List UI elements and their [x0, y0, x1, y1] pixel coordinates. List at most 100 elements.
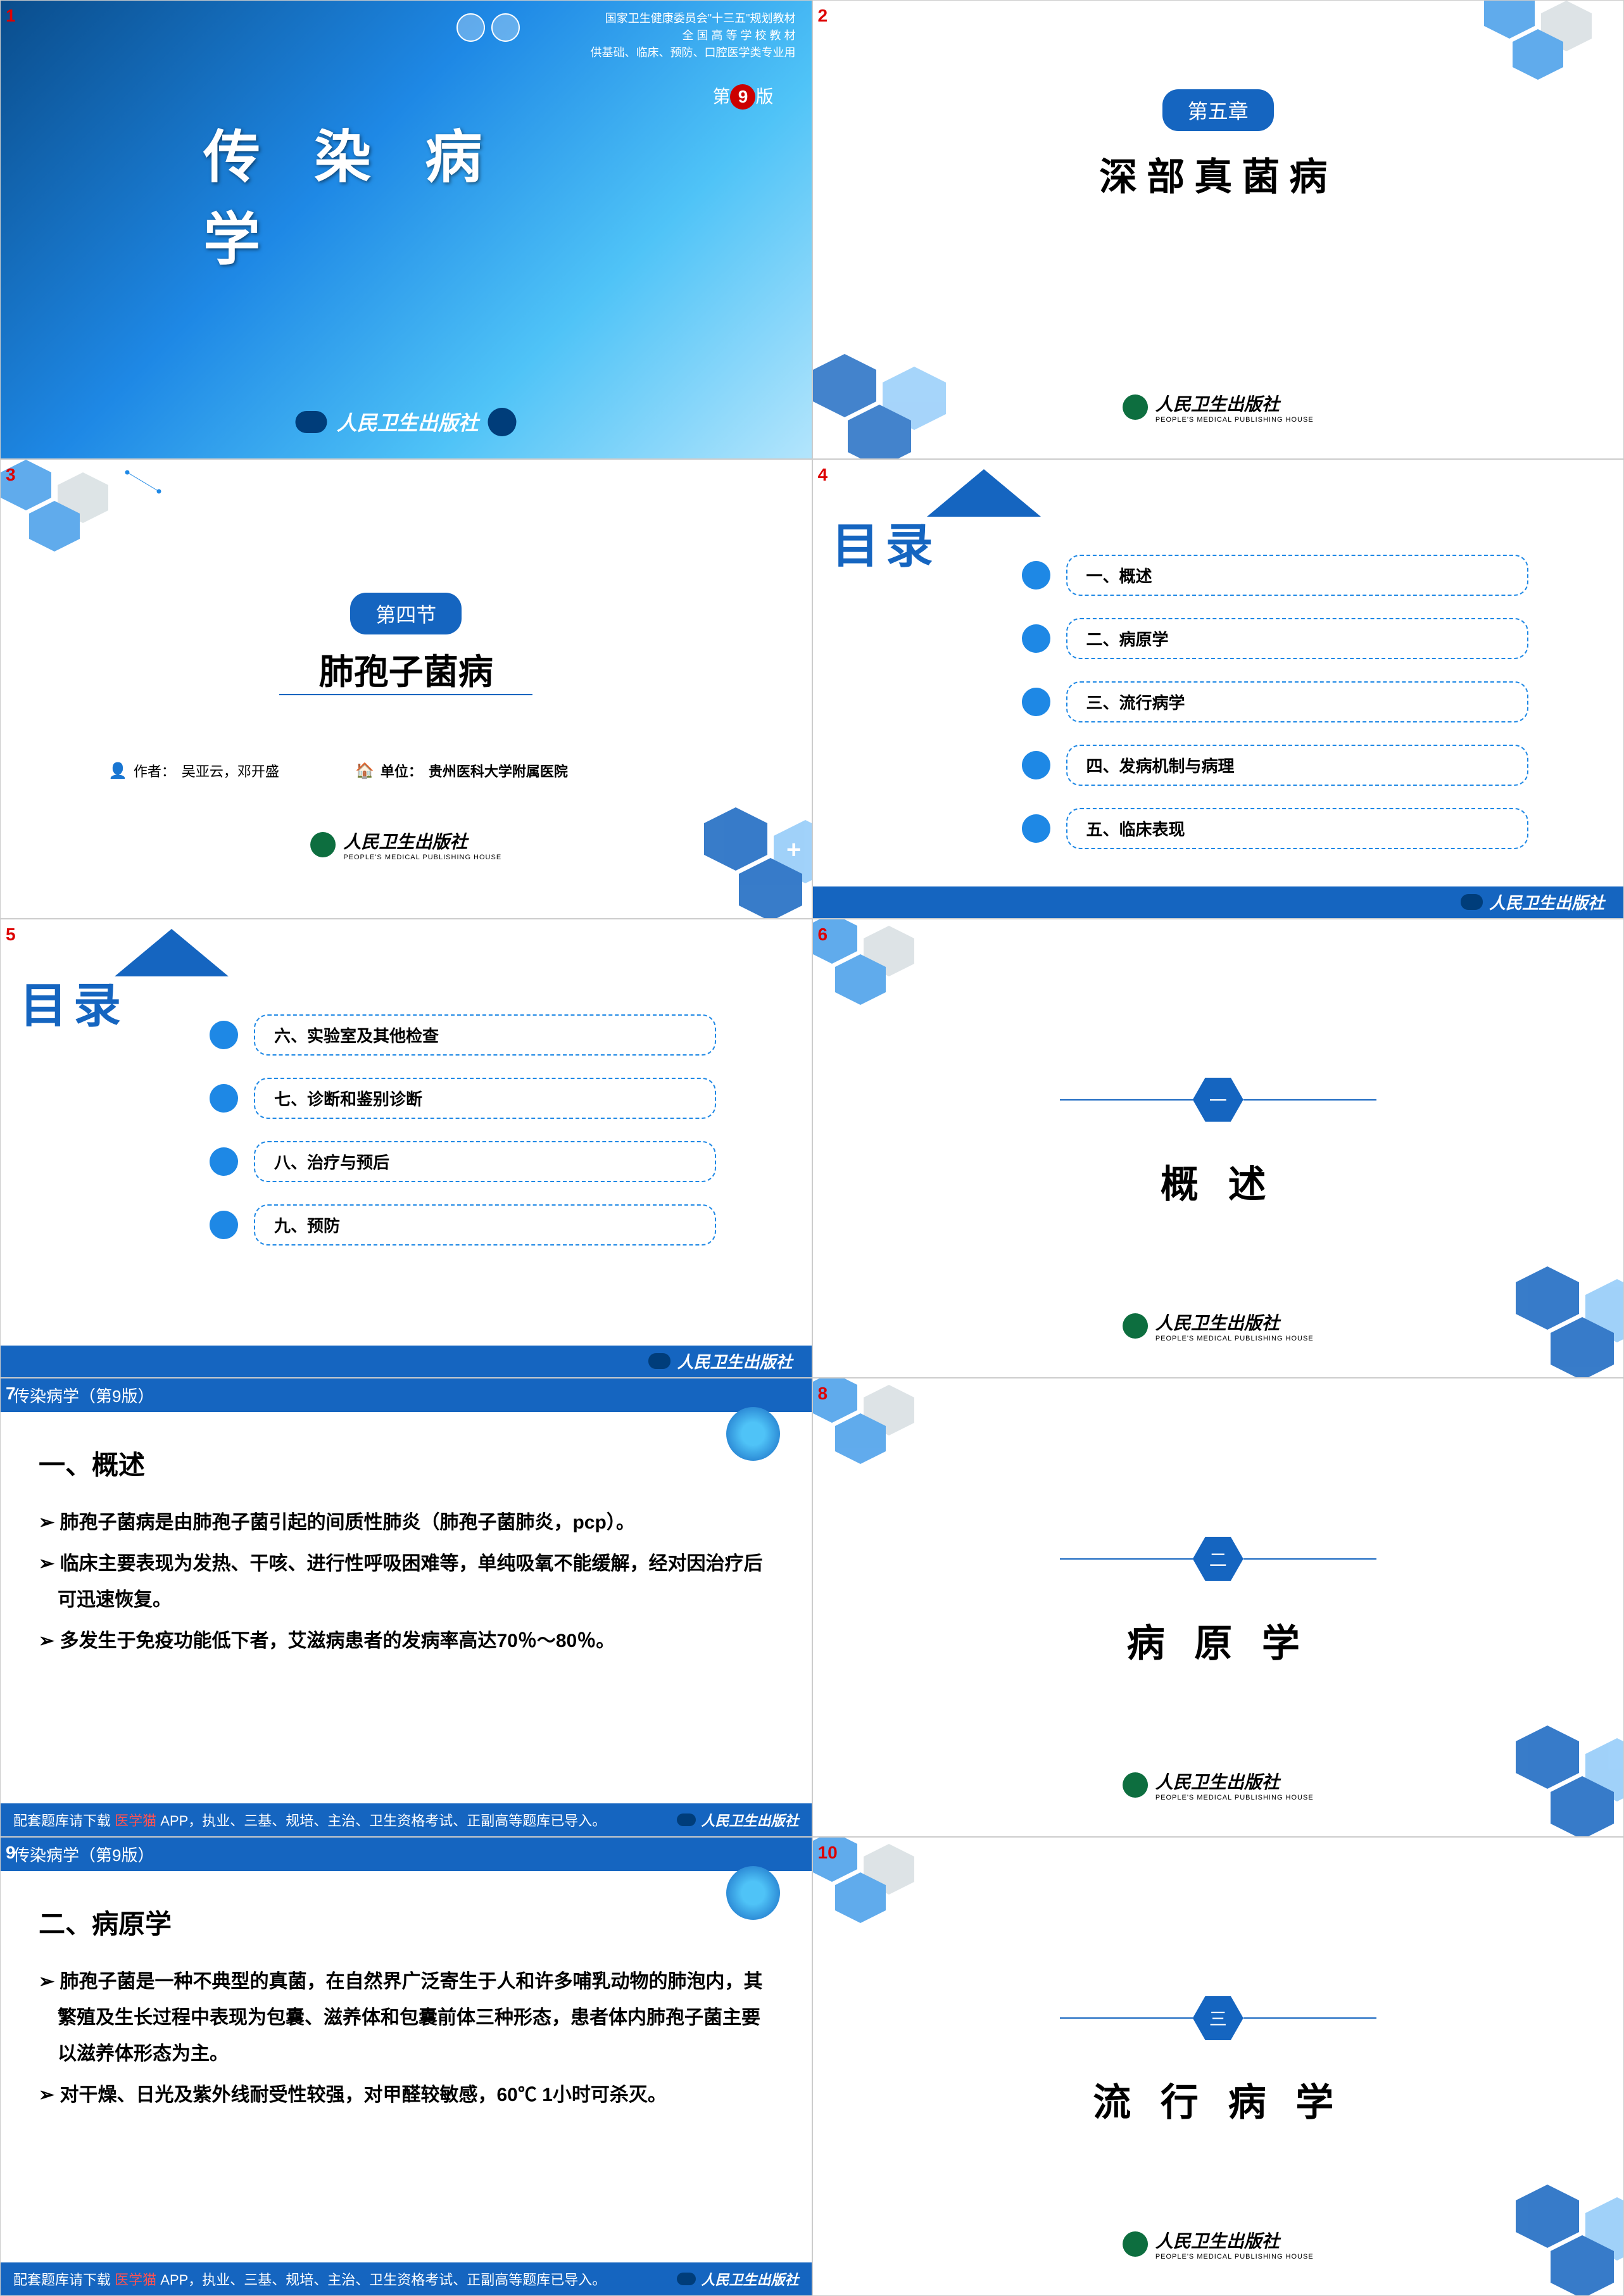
underline	[279, 694, 532, 695]
content-body: 二、病原学 肺孢子菌是一种不典型的真菌，在自然界广泛寄生于人和许多哺乳动物的肺泡…	[1, 1871, 812, 2150]
heading: 一、概述	[39, 1444, 774, 1482]
section-number-badge: 一	[1060, 1078, 1376, 1122]
hex-decoration	[1421, 0, 1624, 159]
slide-5-toc: 5 目录 六、实验室及其他检查 七、诊断和鉴别诊断 八、治疗与预后 九、预防 人…	[0, 919, 812, 1378]
logo-icon	[456, 13, 485, 42]
toc-item: 五、临床表现	[1022, 808, 1528, 849]
publisher-logo-icon	[1123, 2231, 1148, 2257]
hex-decoration	[812, 294, 1028, 459]
toc-items: 一、概述 二、病原学 三、流行病学 四、发病机制与病理 五、临床表现	[1022, 555, 1528, 871]
bullet-icon	[210, 1084, 238, 1113]
publisher-footer: 人民卫生出版社PEOPLE'S MEDICAL PUBLISHING HOUSE	[1123, 1309, 1314, 1342]
slide-3-section: 3 + 第四节 肺孢子菌病 👤 作者： 吴亚云，邓开盛 🏠 单位： 贵州医科大学…	[0, 459, 812, 918]
publisher-mini: 人民卫生出版社	[677, 1810, 798, 1830]
hex-decoration	[0, 459, 216, 624]
publisher-footer: 人民卫生出版社PEOPLE'S MEDICAL PUBLISHING HOUSE	[1123, 1769, 1314, 1801]
slide-number: 10	[818, 1843, 838, 1863]
bullet: 肺孢子菌是一种不典型的真菌，在自然界广泛寄生于人和许多哺乳动物的肺泡内，其繁殖及…	[39, 1964, 774, 2072]
bullet: 临床主要表现为发热、干咳、进行性呼吸困难等，单纯吸氧不能缓解，经对因治疗后可迅速…	[39, 1546, 774, 1618]
bottom-text: 配套题库请下载 医学猫 APP，执业、三基、规培、主治、卫生资格考试、正副高等题…	[13, 1810, 606, 1830]
toc-item: 三、流行病学	[1022, 681, 1528, 722]
slide-number: 2	[818, 6, 828, 26]
chapter-badge: 第五章	[1162, 89, 1274, 131]
hex-decoration	[1414, 1219, 1624, 1378]
slide-number: 9	[6, 1843, 16, 1863]
slide-1-cover: 1 国家卫生健康委员会"十三五"规划教材 全 国 高 等 学 校 教 材 供基础…	[0, 0, 812, 459]
section-title: 概 述	[1161, 1154, 1276, 1209]
slide-number: 8	[818, 1384, 828, 1404]
publisher-footer: 人民卫生出版社 PEOPLE'S MEDICAL PUBLISHING HOUS…	[1123, 391, 1314, 424]
chapter-title: 深部真菌病	[1099, 146, 1337, 201]
top-bar: 传染病学（第9版）	[1, 1838, 812, 1871]
toc-item: 六、实验室及其他检查	[210, 1014, 716, 1056]
heading: 二、病原学	[39, 1903, 774, 1941]
hex-decoration	[812, 1378, 1022, 1537]
author-info: 👤 作者： 吴亚云，邓开盛	[108, 760, 279, 781]
section-title: 病 原 学	[1127, 1613, 1309, 1668]
logo-icon	[491, 13, 520, 42]
section-title: 肺孢子菌病	[319, 643, 493, 694]
publisher-footer: 人民卫生出版社	[296, 407, 517, 436]
bottom-bar: 配套题库请下载 医学猫 APP，执业、三基、规培、主治、卫生资格考试、正副高等题…	[1, 2262, 812, 2295]
slide-8-section: 8 二 病 原 学 人民卫生出版社PEOPLE'S MEDICAL PUBLIS…	[812, 1378, 1624, 1837]
badge-icon	[677, 1813, 696, 1826]
header-text: 国家卫生健康委员会"十三五"规划教材 全 国 高 等 学 校 教 材 供基础、临…	[591, 10, 796, 61]
bullet-icon	[1022, 561, 1050, 590]
bullet: 对干燥、日光及紫外线耐受性较强，对甲醛较敏感，60℃ 1小时可杀灭。	[39, 2077, 774, 2113]
header-line: 全 国 高 等 学 校 教 材	[591, 27, 796, 44]
footer-bar: 人民卫生出版社	[813, 886, 1624, 918]
main-title: 传 染 病 学	[203, 111, 608, 275]
header-logos	[456, 13, 520, 42]
slide-6-section: 6 一 概 述 人民卫生出版社PEOPLE'S MEDICAL PUBLISHI…	[812, 919, 1624, 1378]
hex-decoration	[1414, 1678, 1624, 1837]
section-badge: 第四节	[350, 593, 462, 634]
slide-4-toc: 4 目录 一、概述 二、病原学 三、流行病学 四、发病机制与病理 五、临床表现 …	[812, 459, 1624, 918]
bullet: 多发生于免疫功能低下者，艾滋病患者的发病率高达70％～80％。	[39, 1623, 774, 1659]
bullet-icon	[1022, 751, 1050, 779]
slide-number: 5	[6, 924, 16, 945]
toc-item: 八、治疗与预后	[210, 1141, 716, 1182]
section-title: 流 行 病 学	[1093, 2072, 1343, 2127]
toc-items: 六、实验室及其他检查 七、诊断和鉴别诊断 八、治疗与预后 九、预防	[210, 1014, 716, 1268]
publisher-footer: 人民卫生出版社 PEOPLE'S MEDICAL PUBLISHING HOUS…	[310, 828, 501, 861]
slide-2-chapter: 2 第五章 深部真菌病 人民卫生出版社 PEOPLE'S MEDICAL PUB…	[812, 0, 1624, 459]
bullet-icon	[210, 1211, 238, 1239]
badge-icon	[648, 1353, 670, 1369]
publisher-badge-icon	[296, 411, 327, 433]
unit-info: 🏠 单位： 贵州医科大学附属医院	[355, 760, 568, 781]
toc-title: 目录	[832, 507, 940, 576]
stamp-icon	[726, 1407, 780, 1461]
top-bar: 传染病学（第9版）	[1, 1378, 812, 1412]
slide-number: 1	[6, 6, 16, 26]
toc-title: 目录	[20, 967, 127, 1036]
header-line: 供基础、临床、预防、口腔医学类专业用	[591, 44, 796, 61]
bullet-icon	[210, 1021, 238, 1049]
person-icon: 👤	[108, 762, 127, 780]
hex-decoration	[812, 1837, 1022, 1996]
slide-number: 6	[818, 924, 828, 945]
badge-icon	[1461, 894, 1483, 910]
bullet-icon	[1022, 624, 1050, 653]
hex-decoration	[1414, 2137, 1624, 2296]
bullet-icon	[1022, 814, 1050, 843]
hex-decoration	[812, 919, 1022, 1078]
slide-number: 7	[6, 1384, 16, 1404]
publisher-logo-icon	[1123, 1313, 1148, 1339]
svg-text:+: +	[786, 836, 801, 864]
content-body: 一、概述 肺孢子菌病是由肺孢子菌引起的间质性肺炎（肺孢子菌肺炎，pcp）。 临床…	[1, 1412, 812, 1696]
section-number-badge: 二	[1060, 1537, 1376, 1581]
publisher-footer: 人民卫生出版社PEOPLE'S MEDICAL PUBLISHING HOUSE	[1123, 2228, 1314, 2261]
bullet: 肺孢子菌病是由肺孢子菌引起的间质性肺炎（肺孢子菌肺炎，pcp）。	[39, 1504, 774, 1541]
slide-9-content: 9 传染病学（第9版） 二、病原学 肺孢子菌是一种不典型的真菌，在自然界广泛寄生…	[0, 1837, 812, 2296]
home-icon: 🏠	[355, 762, 374, 780]
bullet-icon	[210, 1147, 238, 1176]
publisher-logo-icon	[310, 832, 336, 857]
slide-7-content: 7 传染病学（第9版） 一、概述 肺孢子菌病是由肺孢子菌引起的间质性肺炎（肺孢子…	[0, 1378, 812, 1837]
toc-item: 九、预防	[210, 1204, 716, 1246]
slide-number: 4	[818, 465, 828, 485]
toc-item: 二、病原学	[1022, 618, 1528, 659]
bottom-text: 配套题库请下载 医学猫 APP，执业、三基、规培、主治、卫生资格考试、正副高等题…	[13, 2269, 606, 2289]
footer-bar: 人民卫生出版社	[1, 1346, 812, 1377]
toc-item: 七、诊断和鉴别诊断	[210, 1078, 716, 1119]
badge-icon	[677, 2273, 696, 2285]
